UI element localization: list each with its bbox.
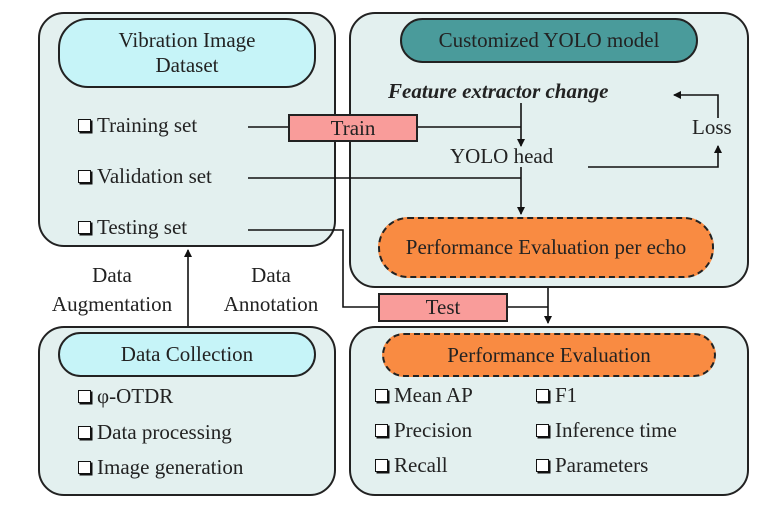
annotation-line2: Annotation	[223, 292, 319, 316]
collection-item: Data processing	[78, 420, 232, 445]
collection-title: Data Collection	[58, 332, 316, 377]
evaluation-title: Performance Evaluation	[382, 333, 716, 377]
item-label: Testing set	[97, 215, 188, 239]
model-title-text: Customized YOLO model	[438, 28, 660, 52]
item-label: Precision	[394, 418, 473, 442]
checkbox-icon	[78, 221, 91, 234]
item-label: Recall	[394, 453, 448, 477]
dataset-title: Vibration Image Dataset	[58, 18, 316, 88]
collection-item: φ-OTDR	[78, 384, 173, 409]
dataset-item-testing: Testing set	[78, 215, 187, 240]
checkbox-icon	[375, 424, 388, 437]
dataset-item-validation: Validation set	[78, 164, 212, 189]
item-label: Data processing	[97, 420, 232, 444]
augmentation-label: Data Augmentation	[40, 261, 184, 319]
evaluation-item: Recall	[375, 453, 448, 478]
loss-to-extractor-arrow	[673, 91, 719, 118]
collection-title-text: Data Collection	[120, 342, 254, 366]
evaluation-item: Mean AP	[375, 383, 473, 408]
annotation-line1: Data	[251, 263, 291, 287]
evaluation-item: F1	[536, 383, 577, 408]
yolo-head-label: YOLO head	[450, 144, 554, 168]
per-echo-evaluation: Performance Evaluation per echo	[378, 217, 714, 278]
dataset-title-text: Vibration Image Dataset	[118, 28, 256, 77]
evaluation-title-text: Performance Evaluation	[447, 342, 651, 367]
item-label: Training set	[97, 113, 198, 137]
checkbox-icon	[78, 461, 91, 474]
train-tag: Train	[288, 114, 418, 142]
model-title: Customized YOLO model	[400, 18, 698, 63]
checkbox-icon	[78, 426, 91, 439]
checkbox-icon	[536, 389, 549, 402]
checkbox-icon	[78, 119, 91, 132]
test-tag: Test	[378, 293, 508, 322]
item-label: Inference time	[555, 418, 677, 442]
annotation-label: Data Annotation	[212, 261, 330, 319]
testing-connector	[248, 229, 378, 308]
checkbox-icon	[536, 459, 549, 472]
loss-label: Loss	[692, 115, 732, 139]
checkbox-icon	[78, 170, 91, 183]
augmentation-line1: Data	[92, 263, 132, 287]
checkbox-icon	[536, 424, 549, 437]
evaluation-item: Parameters	[536, 453, 648, 478]
item-label: φ-OTDR	[97, 384, 174, 408]
checkbox-icon	[78, 390, 91, 403]
item-label: Parameters	[555, 453, 649, 477]
evaluation-item: Inference time	[536, 418, 677, 443]
checkbox-icon	[375, 459, 388, 472]
item-label: F1	[555, 383, 578, 407]
item-label: Mean AP	[394, 383, 473, 407]
evaluation-item: Precision	[375, 418, 472, 443]
item-label: Image generation	[97, 455, 244, 479]
item-label: Validation set	[97, 164, 212, 188]
per-echo-text: Performance Evaluation per echo	[405, 235, 687, 259]
collection-item: Image generation	[78, 455, 243, 480]
dataset-item-training: Training set	[78, 113, 197, 138]
feature-extractor-label: Feature extractor change	[388, 79, 609, 103]
checkbox-icon	[375, 389, 388, 402]
head-to-loss-arrow	[588, 145, 722, 168]
augmentation-line2: Augmentation	[51, 292, 173, 316]
